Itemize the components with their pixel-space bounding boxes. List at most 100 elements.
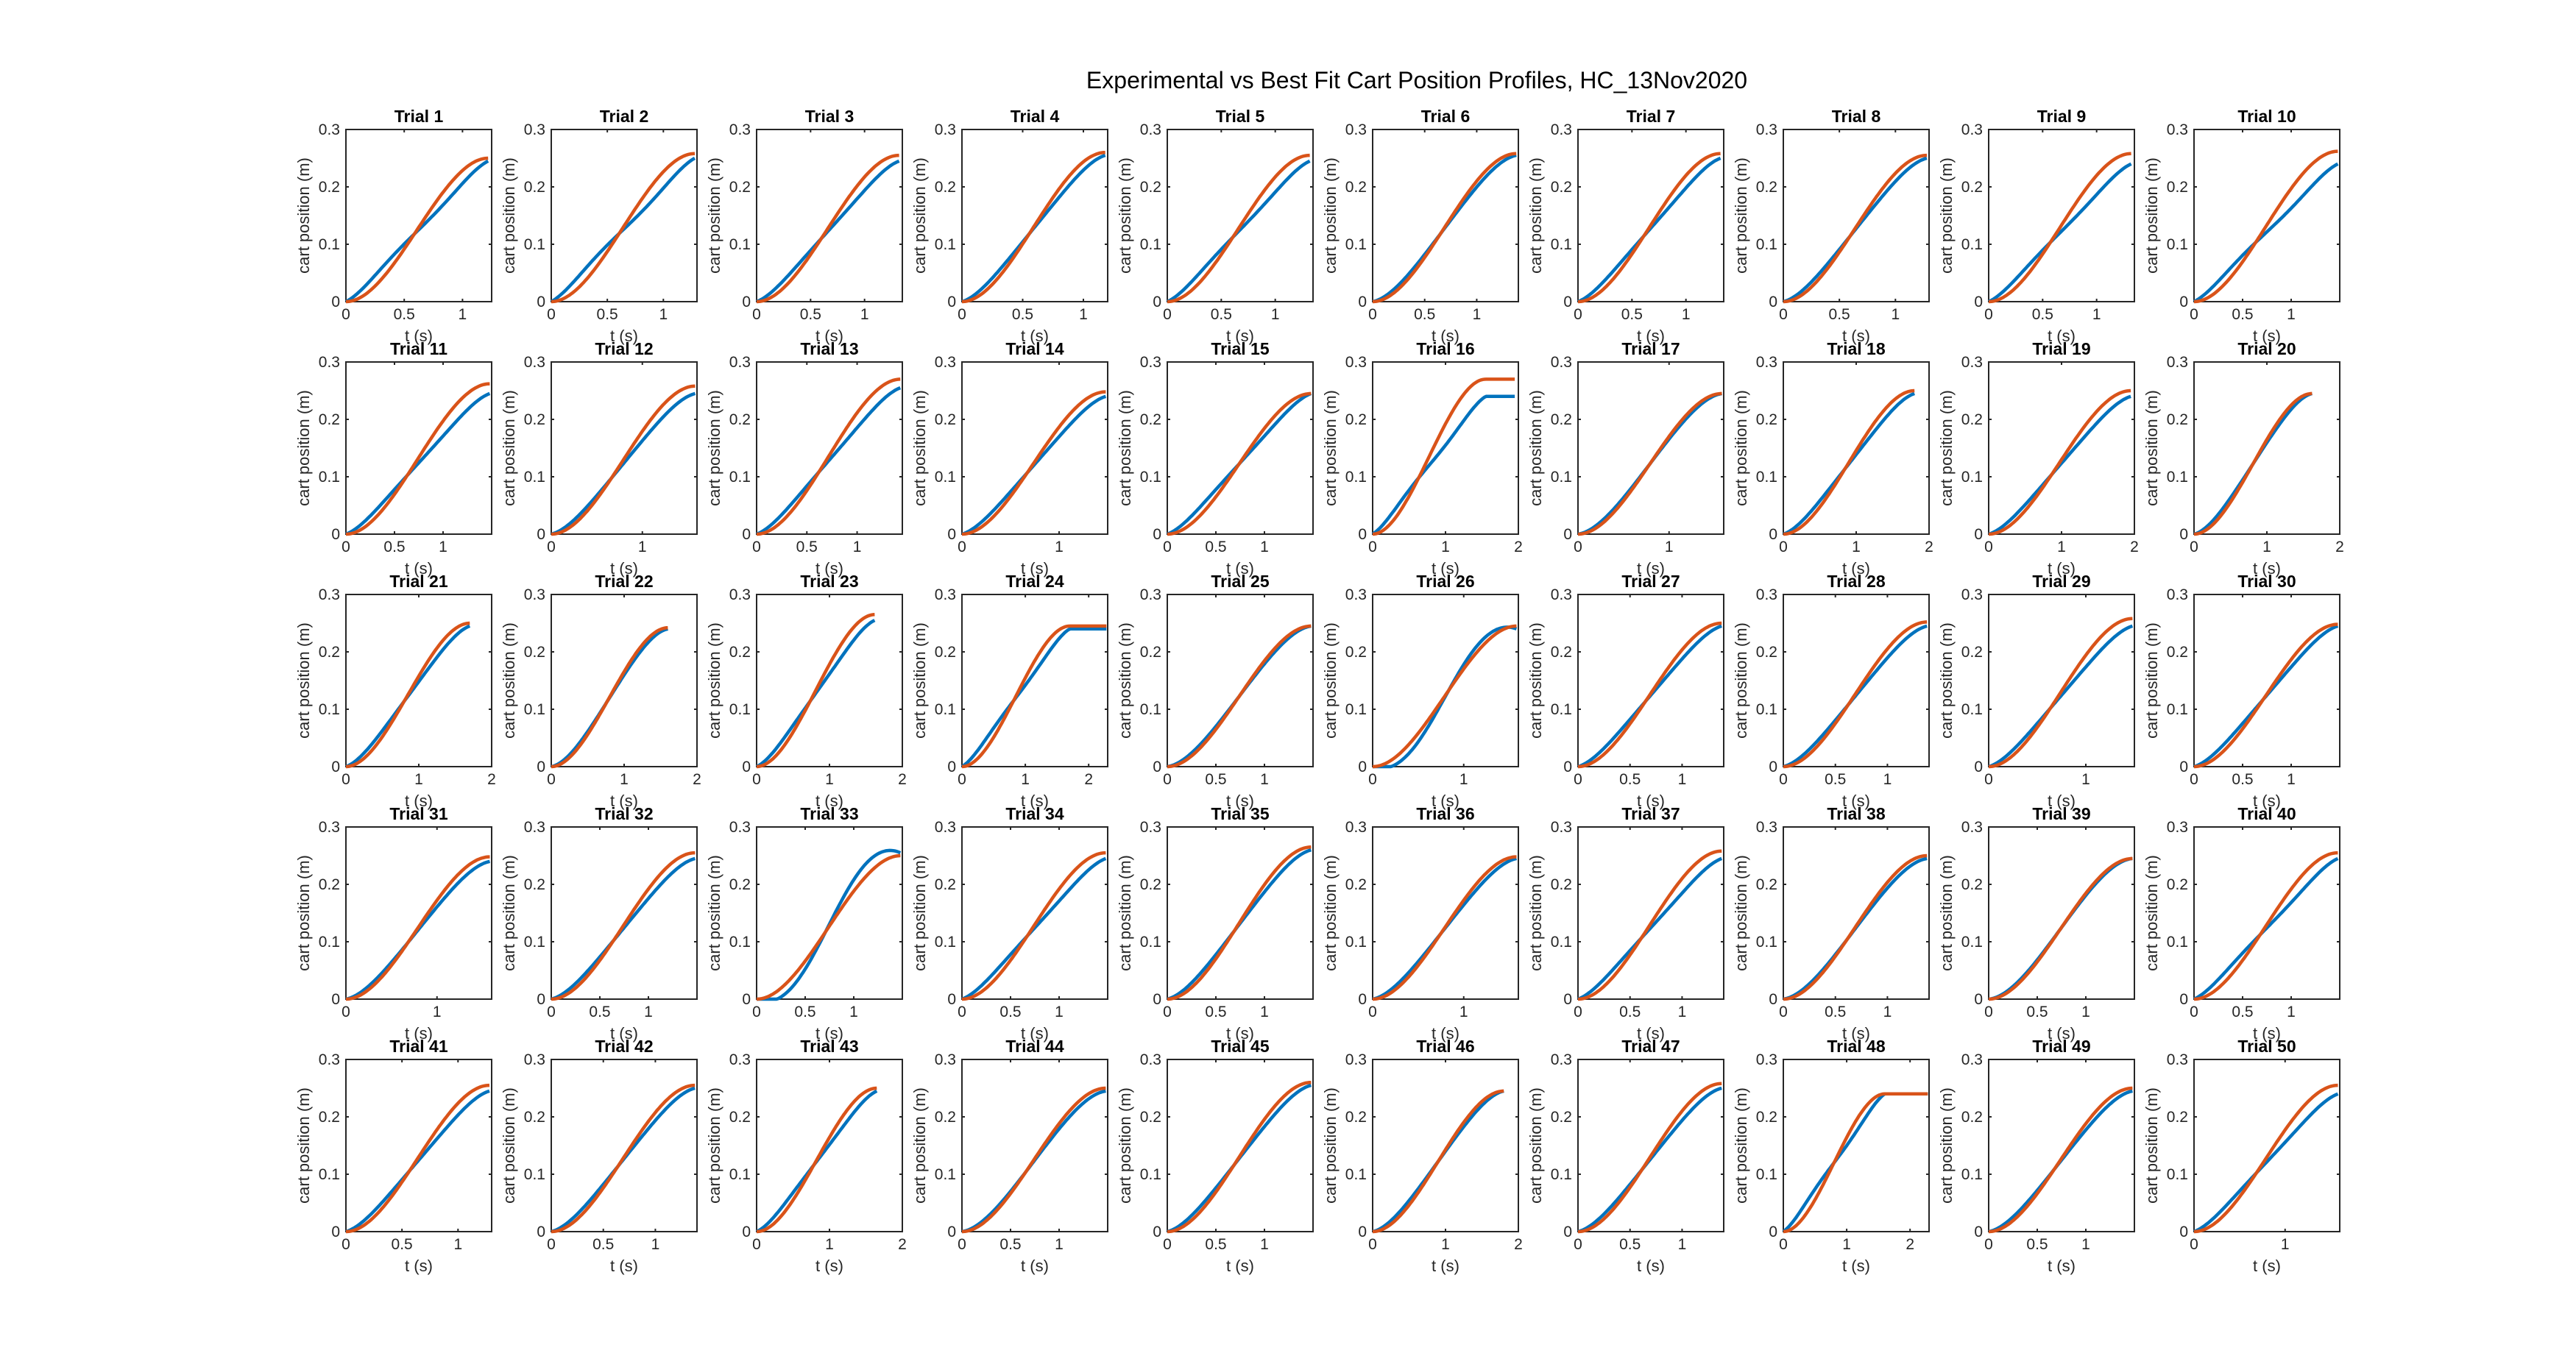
best-fit-line bbox=[1988, 388, 2131, 536]
y-tick-label: 0 bbox=[1153, 294, 1161, 310]
x-axis-label: t (s) bbox=[815, 1257, 843, 1275]
y-axis-label: cart position (m) bbox=[705, 157, 723, 274]
axes-box bbox=[2193, 594, 2340, 767]
best-fit-line bbox=[2193, 149, 2338, 304]
best-fit-line bbox=[961, 150, 1105, 304]
subplot-title: Trial 33 bbox=[800, 804, 858, 823]
x-tick-label: 0 bbox=[1163, 306, 1172, 323]
y-tick-label: 0.1 bbox=[729, 701, 751, 718]
x-tick-label: 0 bbox=[1984, 1236, 1993, 1253]
x-axis-label: t (s) bbox=[1021, 327, 1049, 345]
x-axis-label: t (s) bbox=[2253, 559, 2281, 578]
y-tick-label: 0.3 bbox=[524, 354, 545, 371]
y-tick-label: 0.1 bbox=[935, 934, 956, 951]
subplot-title: Trial 42 bbox=[595, 1037, 653, 1056]
x-axis-label: t (s) bbox=[1226, 1257, 1254, 1275]
x-tick-label: 1 bbox=[1055, 539, 1064, 555]
y-tick-label: 0.2 bbox=[1345, 876, 1367, 893]
y-axis-label: cart position (m) bbox=[294, 390, 313, 506]
y-tick-label: 0.1 bbox=[1961, 469, 1983, 486]
subplot: Trial 32 0 0.1 0.2 0.3 0 0.5 1 t (s) cart positio… bbox=[500, 804, 698, 1043]
best-fit-line bbox=[2193, 391, 2313, 536]
y-tick-label: 0.2 bbox=[319, 876, 340, 893]
x-axis-label: t (s) bbox=[610, 327, 638, 345]
y-tick-label: 0.1 bbox=[1961, 236, 1983, 253]
x-tick-label: 2 bbox=[898, 771, 907, 788]
x-axis-label: t (s) bbox=[1021, 1024, 1049, 1043]
axes-box bbox=[1372, 1059, 1519, 1232]
y-tick-label: 0 bbox=[742, 526, 751, 543]
x-tick-label: 0.5 bbox=[999, 1004, 1021, 1020]
y-tick-label: 0 bbox=[1563, 759, 1572, 775]
x-tick-label: 1 bbox=[1260, 539, 1269, 555]
axes-box bbox=[1783, 826, 1930, 1000]
y-tick-label: 0 bbox=[1563, 1224, 1572, 1240]
y-tick-label: 0 bbox=[1769, 526, 1777, 543]
x-tick-label: 0 bbox=[1368, 1004, 1377, 1020]
axes-box bbox=[345, 826, 492, 1000]
axes-box bbox=[2193, 826, 2340, 1000]
y-tick-label: 0 bbox=[947, 759, 956, 775]
subplot: Trial 21 0 0.1 0.2 0.3 0 1 2 t (s) cart position … bbox=[294, 572, 496, 810]
y-axis-label: cart position (m) bbox=[2142, 855, 2161, 971]
x-tick-label: 1 bbox=[1682, 306, 1691, 323]
subplot-title: Trial 27 bbox=[1621, 572, 1680, 591]
subplot-title: Trial 45 bbox=[1211, 1037, 1269, 1056]
y-tick-label: 0.3 bbox=[1756, 354, 1777, 371]
y-tick-label: 0.1 bbox=[1345, 934, 1367, 951]
x-tick-label: 1 bbox=[620, 771, 629, 788]
y-tick-label: 0.2 bbox=[1345, 644, 1367, 661]
x-tick-label: 0 bbox=[342, 771, 350, 788]
x-tick-label: 1 bbox=[1891, 306, 1900, 323]
y-tick-label: 0.3 bbox=[1961, 354, 1983, 371]
subplot: Trial 25 0 0.1 0.2 0.3 0 0.5 1 t (s) cart positio… bbox=[1116, 572, 1314, 810]
subplot: Trial 40 0 0.1 0.2 0.3 0 0.5 1 t (s) cart positio… bbox=[2142, 804, 2340, 1043]
x-tick-label: 1 bbox=[1441, 1236, 1450, 1253]
y-tick-label: 0 bbox=[1974, 759, 1983, 775]
y-axis-label: cart position (m) bbox=[2142, 622, 2161, 739]
y-tick-label: 0.1 bbox=[935, 1166, 956, 1183]
subplot: Trial 4 0 0.1 0.2 0.3 0 0.5 1 t (s) cart position… bbox=[910, 107, 1108, 345]
y-tick-label: 0.2 bbox=[729, 411, 751, 428]
subplot-title: Trial 11 bbox=[390, 339, 447, 358]
x-axis-label: t (s) bbox=[1226, 559, 1254, 578]
y-tick-label: 0.2 bbox=[1345, 1109, 1367, 1126]
x-axis-label: t (s) bbox=[2048, 792, 2076, 810]
subplot: Trial 5 0 0.1 0.2 0.3 0 0.5 1 t (s) cart position… bbox=[1116, 107, 1314, 345]
y-tick-label: 0 bbox=[742, 991, 751, 1008]
x-axis-label: t (s) bbox=[405, 1257, 433, 1275]
y-tick-label: 0.2 bbox=[2167, 876, 2188, 893]
y-tick-label: 0.1 bbox=[524, 701, 545, 718]
y-tick-label: 0.2 bbox=[1756, 411, 1777, 428]
x-tick-label: 0 bbox=[1574, 1004, 1582, 1020]
subplot: Trial 10 0 0.1 0.2 0.3 0 0.5 1 t (s) cart positio… bbox=[2142, 107, 2340, 345]
y-tick-label: 0 bbox=[947, 526, 956, 543]
x-tick-label: 0 bbox=[2190, 306, 2198, 323]
y-tick-label: 0.1 bbox=[1345, 1166, 1367, 1183]
best-fit-line bbox=[1783, 1092, 1928, 1234]
y-axis-label: cart position (m) bbox=[1732, 622, 1750, 739]
axes-box bbox=[345, 129, 492, 302]
y-tick-label: 0.3 bbox=[729, 586, 751, 603]
y-tick-label: 0.1 bbox=[1551, 236, 1572, 253]
y-tick-label: 0.3 bbox=[729, 121, 751, 138]
y-tick-label: 0.3 bbox=[2167, 1051, 2188, 1068]
x-axis-label: t (s) bbox=[1432, 327, 1459, 345]
x-tick-label: 0 bbox=[958, 771, 966, 788]
subplot: Trial 38 0 0.1 0.2 0.3 0 0.5 1 t (s) cart positio… bbox=[1732, 804, 1930, 1043]
x-tick-label: 0.5 bbox=[2032, 306, 2053, 323]
x-tick-label: 1 bbox=[849, 1004, 858, 1020]
y-axis-label: cart position (m) bbox=[1321, 157, 1340, 274]
y-tick-label: 0 bbox=[537, 991, 545, 1008]
subplot: Trial 26 0 0.1 0.2 0.3 0 1t (s) cart position (… bbox=[1321, 572, 1519, 810]
subplot: Trial 30 0 0.1 0.2 0.3 0 0.5 1 t (s) cart positio… bbox=[2142, 572, 2340, 810]
y-tick-label: 0.2 bbox=[1961, 179, 1983, 196]
y-tick-label: 0.2 bbox=[2167, 1109, 2188, 1126]
x-axis-label: t (s) bbox=[405, 559, 433, 578]
y-tick-label: 0 bbox=[742, 294, 751, 310]
y-tick-label: 0.1 bbox=[319, 934, 340, 951]
axes-box bbox=[961, 826, 1108, 1000]
best-fit-line bbox=[2193, 851, 2338, 1001]
x-tick-label: 1 bbox=[2057, 539, 2066, 555]
x-tick-label: 0.5 bbox=[1012, 306, 1033, 323]
